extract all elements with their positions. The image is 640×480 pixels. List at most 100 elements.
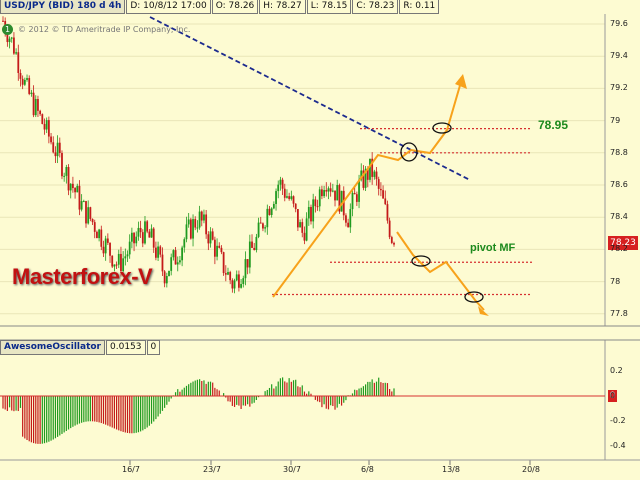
oscillator-tick-label: 0 [610,391,616,400]
candle-body [299,222,301,228]
candle-body [279,179,282,185]
candle-body [115,264,118,266]
candle-body [71,183,74,189]
candle-body [262,223,264,229]
candle-body [6,32,9,43]
candle-body [224,273,227,275]
candle-body [159,246,162,255]
candle-body [242,278,245,285]
price-tick-label: 78 [610,276,621,286]
candle-body [26,78,28,80]
candle-body [312,199,315,222]
candle-body [231,280,234,289]
candle-body [61,152,63,177]
candle-body [253,247,256,251]
oscillator-extra: 0 [146,340,161,355]
candle-body [28,78,31,94]
candle-body [272,203,275,209]
candle-body [373,171,376,177]
candle-body [187,219,190,225]
candle-body [176,262,179,265]
candle-body [37,99,39,111]
candle-body [82,201,85,203]
candle-body [203,214,205,221]
candle-body [133,232,135,244]
candle-body [213,239,216,257]
candle-body [52,142,55,153]
candle-body [56,142,59,157]
candle-body [369,158,371,180]
candle-body [100,229,103,247]
candle-body [268,208,271,215]
candle-body [334,190,336,201]
last-price-badge: 78.23 [608,236,638,250]
price-tick-label: 78.8 [610,147,628,157]
open-readout: O: 78.26 [211,0,259,14]
candle-body [283,188,286,198]
candle-body [50,136,52,143]
candle-body [294,203,297,210]
oscillator-tick-label: -0.2 [610,416,626,425]
candle-body [310,206,312,222]
level-lines [272,128,532,296]
candle-body [235,274,238,281]
candle-body [78,185,81,210]
candle-body [141,232,144,244]
candle-body [353,193,356,195]
candle-body [80,201,83,210]
candle-body [137,227,140,237]
candle-body [277,184,280,192]
candle-body [85,201,87,224]
candle-body [307,206,310,219]
candle-body [144,221,146,244]
candle-body [251,241,253,248]
candle-body [207,234,210,244]
symbol-label[interactable]: USD/JPY (BID) 180 d 4h [0,0,126,14]
candle-body [364,168,367,188]
candle-body [325,190,328,192]
candle-body [170,257,173,271]
candle-body [375,171,378,180]
candle-body [32,92,35,116]
candle-body [227,272,229,275]
candle-body [336,185,339,201]
candle-body [366,168,369,180]
candle-body [34,99,37,116]
candle-body [192,219,194,239]
candle-body [246,259,249,268]
candle-body [161,254,164,272]
header-bar: USD/JPY (BID) 180 d 4h D: 10/8/12 17:00 … [0,0,640,14]
candle-body [358,179,360,202]
candle-body [148,231,151,238]
candle-body [377,179,380,189]
candle-body [323,190,326,197]
candle-body [200,211,203,221]
candle-body [209,231,212,244]
candle-body [349,209,352,228]
oscillator-tick-label: -0.4 [610,441,626,450]
price-tick-label: 78.4 [610,212,628,222]
candle-body [139,227,142,233]
candle-body [255,236,258,251]
candle-body [270,208,273,215]
copyright-text: © 2012 © TD Ameritrade IP Company, Inc. [18,25,191,34]
candle-body [379,188,382,191]
candle-body [135,236,138,244]
candle-body [30,92,33,94]
candle-body [128,241,131,255]
candle-body [96,231,98,239]
low-readout: L: 78.15 [306,0,352,14]
oscillator-name[interactable]: AwesomeOscillator [0,340,106,355]
candle-body [13,37,15,54]
candle-body [303,232,306,241]
pivot-label: pivot MF [470,242,516,254]
info-icon[interactable]: 1 [2,24,13,35]
candle-body [340,190,343,212]
price-tick-label: 79.2 [610,83,628,93]
candle-body [281,179,284,189]
date-tick-label: 6/8 [361,465,374,474]
projection-arrows [272,74,489,316]
candle-body [109,242,111,256]
candle-body [371,158,374,177]
